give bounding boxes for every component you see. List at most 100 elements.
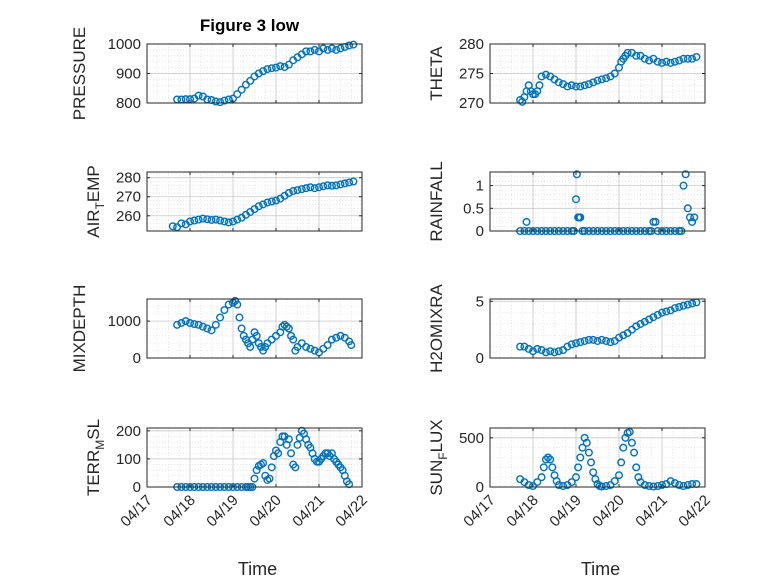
data-point: [263, 198, 272, 207]
data-point: [576, 82, 585, 91]
data-point: [233, 215, 242, 224]
data-point: [306, 47, 315, 56]
data-point: [259, 67, 268, 76]
y-tick-label: 200: [116, 423, 141, 440]
y-tick-label: 0: [133, 350, 141, 367]
data-point: [683, 54, 692, 63]
data-point: [224, 300, 233, 309]
data-point: [572, 339, 581, 348]
data-point: [336, 331, 345, 340]
data-point: [615, 471, 624, 480]
y-tick-label: 0: [476, 350, 484, 367]
data-point: [548, 463, 557, 472]
data-point: [651, 217, 660, 226]
data-point: [559, 482, 568, 491]
data-point: [327, 335, 336, 344]
y-tick-label: 275: [459, 66, 484, 83]
y-axis-label: MIXDEPTH: [70, 285, 89, 373]
plot-area: [490, 172, 705, 231]
data-point: [554, 481, 563, 490]
data-point: [185, 217, 194, 226]
data-point: [580, 433, 589, 442]
data-point: [246, 76, 255, 85]
y-tick-label: 260: [116, 208, 141, 225]
data-point: [284, 435, 293, 444]
data-series: [168, 177, 358, 232]
data-point: [284, 60, 293, 69]
data-point: [216, 98, 225, 107]
subplot-2: 270 275 280 THETA: [427, 36, 706, 112]
data-point: [550, 348, 559, 357]
data-point: [323, 181, 332, 190]
y-tick-label: 270: [459, 95, 484, 112]
data-point: [254, 202, 263, 211]
y-axis-label: RAINFALL: [427, 161, 446, 241]
data-point: [632, 463, 641, 472]
data-point: [683, 300, 692, 309]
data-point: [181, 317, 190, 326]
data-point: [306, 344, 315, 353]
data-point: [349, 40, 358, 49]
data-point: [319, 44, 328, 53]
data-point: [606, 481, 615, 490]
data-point: [198, 214, 207, 223]
data-point: [274, 449, 283, 458]
data-point: [233, 300, 242, 309]
data-point: [593, 336, 602, 345]
data-point: [597, 75, 606, 84]
data-point: [332, 333, 341, 342]
data-point: [246, 342, 255, 351]
data-point: [252, 331, 261, 340]
data-point: [640, 54, 649, 63]
data-point: [567, 478, 576, 487]
data-point: [315, 183, 324, 192]
data-point: [259, 200, 268, 209]
data-point: [546, 347, 555, 356]
data-point: [293, 440, 302, 449]
data-point: [666, 477, 675, 486]
y-tick-label: 0.5: [463, 200, 484, 217]
data-point: [319, 182, 328, 191]
y-axis-label-main: TERR: [84, 450, 103, 496]
x-axis-label: Time: [238, 559, 277, 579]
data-point: [181, 95, 190, 104]
data-point: [670, 304, 679, 313]
data-point: [563, 82, 572, 91]
data-point: [572, 195, 581, 204]
data-point: [529, 347, 538, 356]
data-point: [653, 57, 662, 66]
data-point: [220, 306, 229, 315]
data-point: [574, 463, 583, 472]
data-point: [567, 340, 576, 349]
data-point: [582, 438, 591, 447]
axes-box: [146, 171, 363, 232]
data-point: [518, 97, 527, 106]
data-point: [541, 348, 550, 357]
y-tick-label: 1000: [108, 36, 141, 53]
data-point: [679, 181, 688, 190]
data-point: [306, 183, 315, 192]
data-point: [649, 313, 658, 322]
data-point: [666, 306, 675, 315]
data-point: [287, 449, 296, 458]
data-point: [224, 218, 233, 227]
data-point: [516, 342, 525, 351]
data-point: [168, 222, 177, 231]
y-axis-label: THETA: [427, 46, 446, 101]
y-tick-label: 1000: [108, 313, 141, 330]
y-axis-label-tail: EMP: [84, 165, 103, 202]
data-point: [567, 81, 576, 90]
data-point: [520, 342, 529, 351]
y-axis-label: AIRTEMP: [84, 165, 107, 238]
data-point: [190, 216, 199, 225]
axes-box: [489, 171, 706, 232]
data-point: [662, 307, 671, 316]
y-tick-label: 0: [476, 479, 484, 496]
data-point: [185, 318, 194, 327]
axes-box: [146, 427, 363, 488]
data-point: [289, 187, 298, 196]
data-point: [615, 333, 624, 342]
axes-box: [489, 298, 706, 359]
y-axis-label-sub: T: [93, 201, 107, 209]
y-tick-label: 280: [116, 170, 141, 187]
